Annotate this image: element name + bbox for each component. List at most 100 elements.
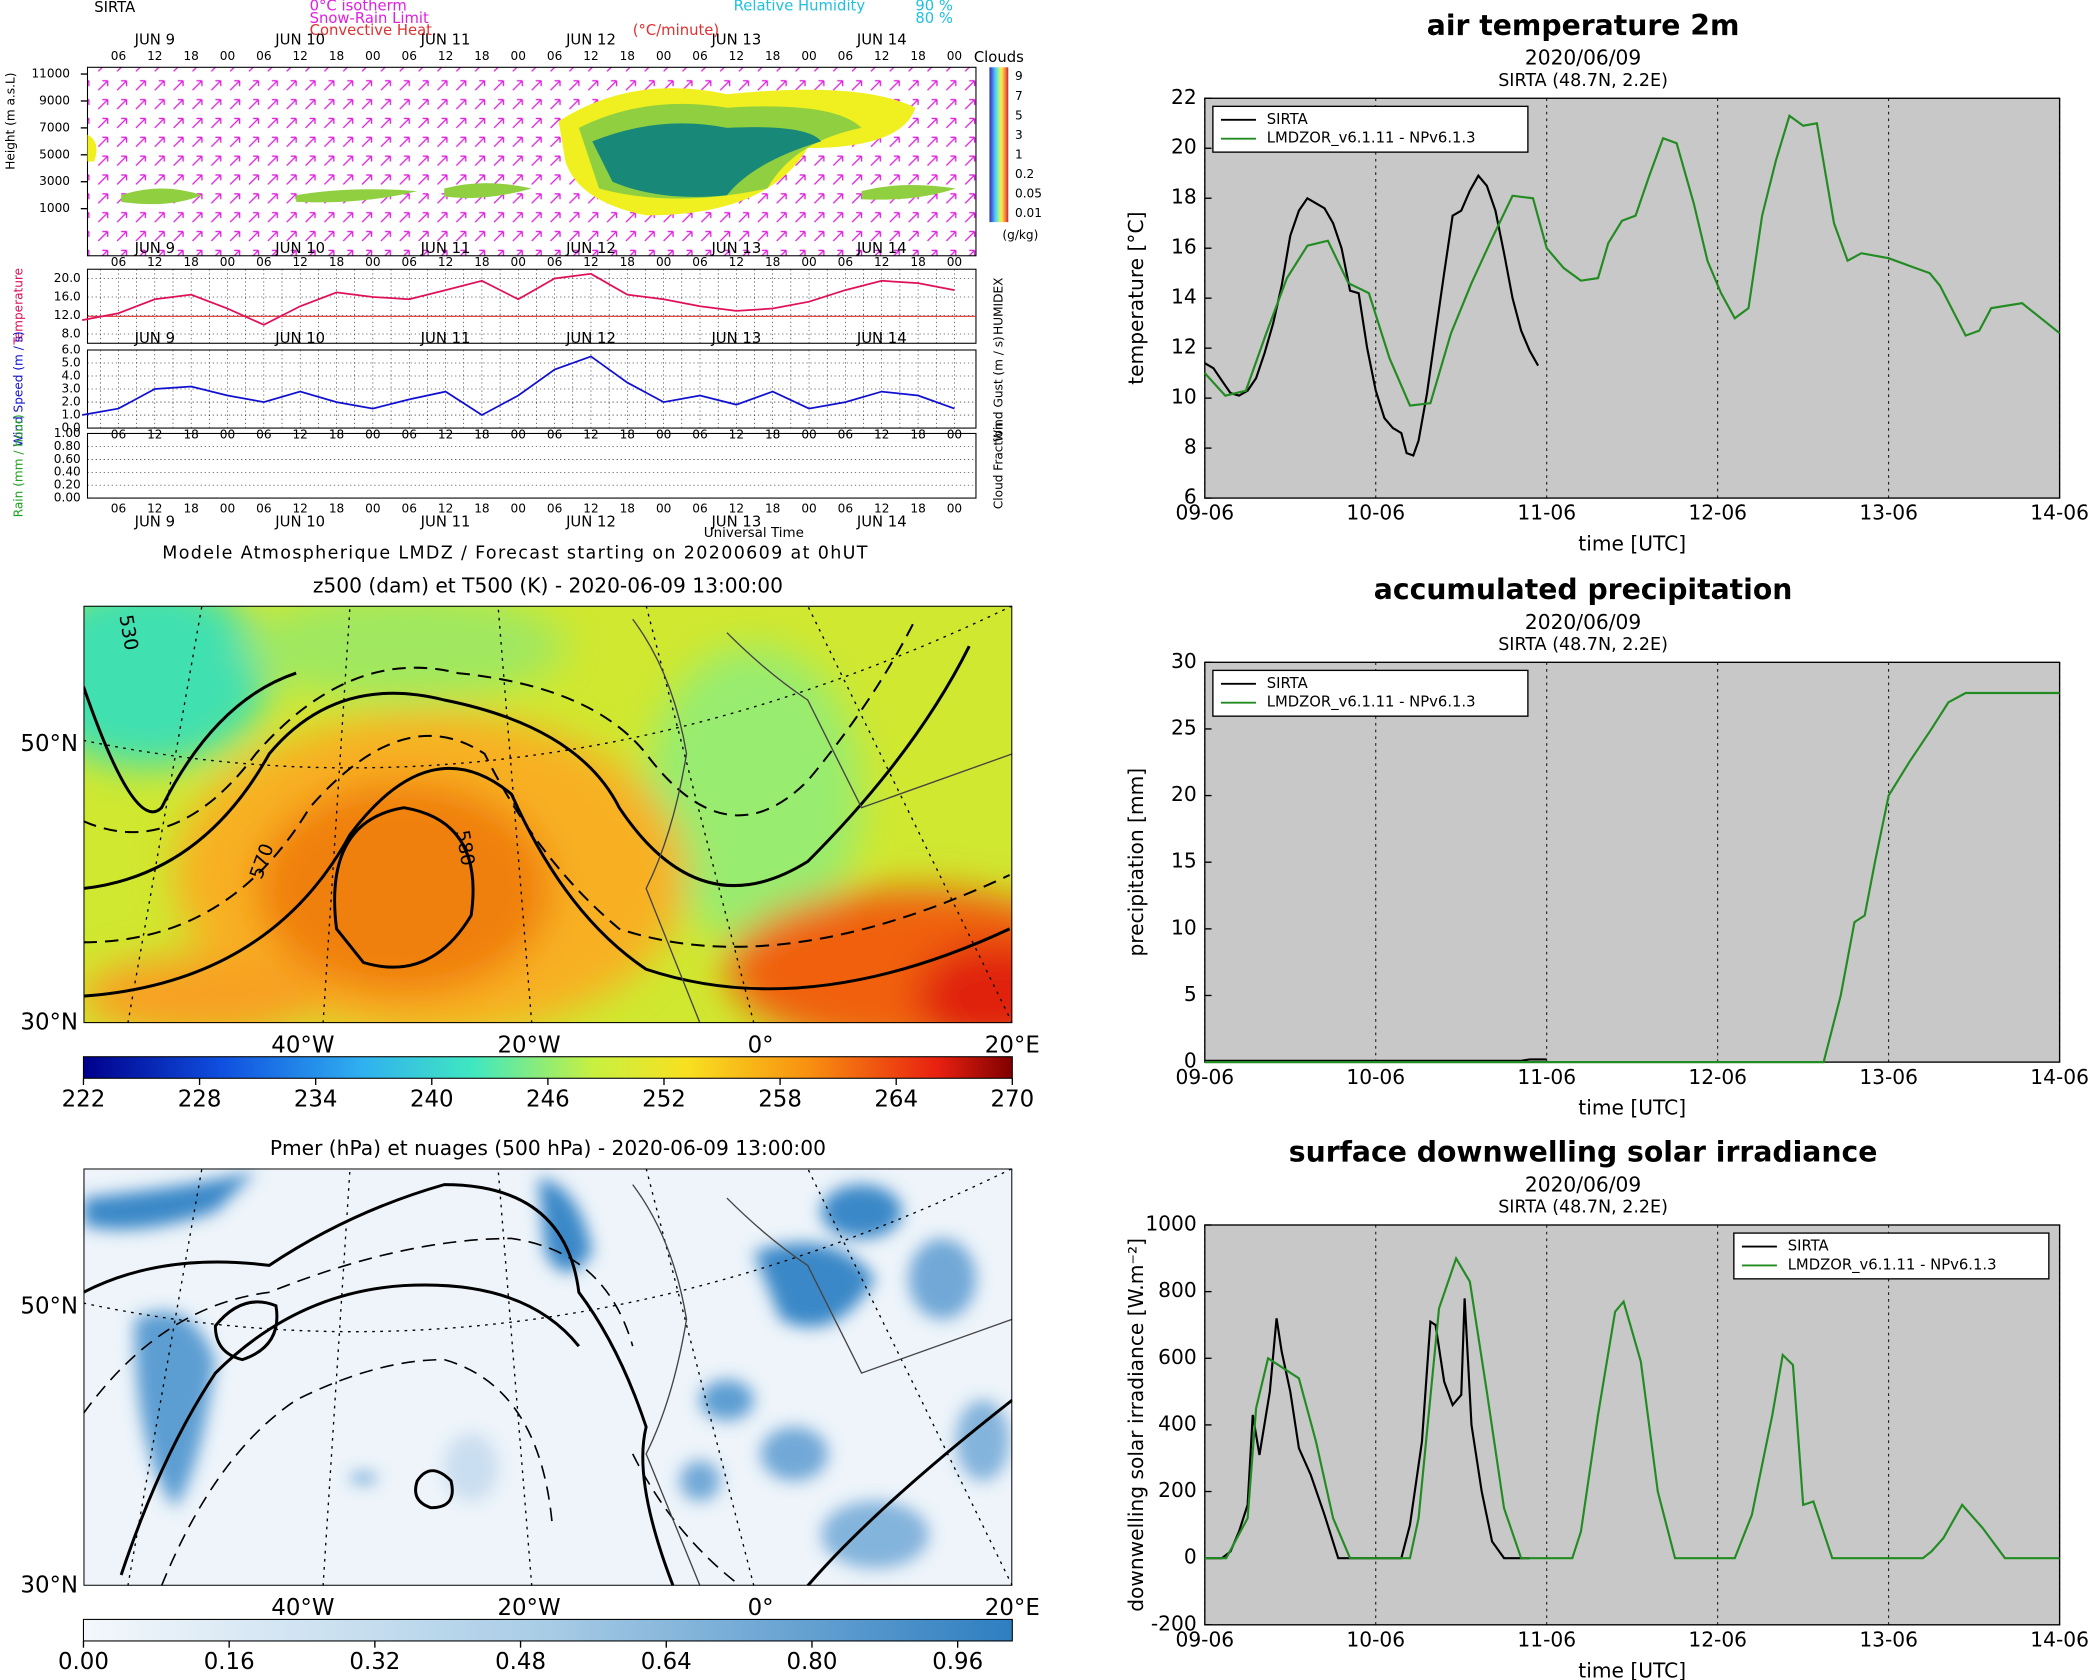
hour-label: 18	[474, 49, 489, 63]
legend-text: SIRTA	[1267, 111, 1308, 128]
colorbar-tick-label: 0.48	[495, 1649, 546, 1675]
colorbar-tick-label: 0.16	[204, 1649, 255, 1675]
hour-label: 12	[292, 501, 307, 515]
hour-label: 18	[765, 49, 780, 63]
map-title: Pmer (hPa) et nuages (500 hPa) - 2020-06…	[270, 1136, 826, 1160]
hour-label: 06	[402, 255, 417, 269]
hour-label: 06	[111, 501, 126, 515]
y-tick-label: 20.0	[54, 271, 81, 285]
y-axis-label: Rain (mm / hour)	[11, 414, 25, 517]
y-tick-label: 400	[1158, 1411, 1197, 1435]
day-label: JUN 12	[565, 513, 616, 530]
hour-label: 18	[620, 501, 635, 515]
hour-label: 18	[183, 427, 198, 441]
legend-text: SIRTA	[1788, 1238, 1829, 1255]
y-tick-label: 15	[1171, 849, 1197, 873]
y-tick-label: 2.0	[62, 395, 81, 409]
hour-label: 06	[838, 255, 853, 269]
hour-label: 12	[729, 49, 744, 63]
rain-panel	[86, 432, 977, 499]
y-tick-label: 0.60	[54, 452, 81, 466]
hour-label: 18	[765, 427, 780, 441]
y-tick-label: 30	[1171, 649, 1197, 673]
colorbar-tick-label: 258	[758, 1086, 802, 1112]
hour-label: 12	[874, 255, 889, 269]
map-cloud-field	[83, 1168, 1013, 1586]
y-axis-label: Temperature	[11, 268, 25, 346]
hour-label: 12	[874, 427, 889, 441]
y-tick-label: 6.0	[62, 343, 81, 357]
series-line	[1204, 173, 1540, 457]
series-line	[1204, 114, 2061, 407]
day-label: JUN 10	[274, 31, 325, 48]
hour-label: 00	[220, 427, 235, 441]
hour-label: 06	[256, 49, 271, 63]
hour-label: 00	[947, 427, 962, 441]
colorbar-tick-label: 246	[526, 1086, 570, 1112]
x-tick-label: 13-06	[1859, 1065, 1918, 1089]
x-tick-label: 12-06	[1688, 1065, 1747, 1089]
y-tick-label: 9000	[39, 93, 70, 107]
x-tick-label: 11-06	[1517, 501, 1576, 525]
lon-label: 40°W	[271, 1595, 334, 1621]
hour-label: 12	[729, 427, 744, 441]
x-tick-label: 14-06	[2030, 1627, 2089, 1651]
y-tick-label: 16	[1171, 235, 1197, 259]
hour-label: 12	[583, 427, 598, 441]
hour-label: 06	[111, 49, 126, 63]
y-tick-label: 22	[1171, 85, 1197, 109]
hour-label: 12	[147, 49, 162, 63]
legend-box	[1212, 105, 1529, 153]
hour-label: 00	[801, 427, 816, 441]
y-tick-label: 0.20	[54, 478, 81, 492]
hour-label: 00	[947, 501, 962, 515]
hour-label: 00	[801, 255, 816, 269]
x-tick-label: 14-06	[2030, 1065, 2089, 1089]
y-tick-label: 20	[1171, 782, 1197, 806]
hour-label: 00	[656, 49, 671, 63]
cloud-level: 3	[1015, 128, 1023, 142]
y-tick-label: 25	[1171, 715, 1197, 739]
hour-label: 06	[838, 49, 853, 63]
y-tick-label: 1.00	[54, 426, 81, 440]
hour-label: 12	[292, 255, 307, 269]
colorbar-tick-label: 234	[294, 1086, 338, 1112]
hour-label: 06	[692, 49, 707, 63]
colorbar-tick-label: 252	[642, 1086, 686, 1112]
day-label: JUN 9	[134, 330, 175, 347]
hour-label: 00	[801, 49, 816, 63]
hour-label: 00	[947, 49, 962, 63]
chart-title: air temperature 2m	[1427, 9, 1740, 42]
hour-label: 06	[402, 501, 417, 515]
x-tick-label: 09-06	[1175, 1627, 1234, 1651]
hour-label: 12	[438, 427, 453, 441]
hour-label: 00	[801, 501, 816, 515]
y-tick-label: 18	[1171, 185, 1197, 209]
cloud-level: 5	[1015, 108, 1023, 122]
hour-label: 12	[874, 49, 889, 63]
plot-area	[1204, 1224, 2061, 1626]
hour-label: 18	[910, 501, 925, 515]
hour-label: 06	[692, 255, 707, 269]
cloud-level: 7	[1015, 89, 1023, 103]
colorbar-tick-label: 0.64	[641, 1649, 692, 1675]
hour-label: 06	[547, 255, 562, 269]
plot-area	[1204, 661, 2061, 1063]
hour-label: 00	[656, 501, 671, 515]
hour-label: 06	[111, 255, 126, 269]
map-temperature-field	[83, 605, 1013, 1024]
plot-area	[1204, 97, 2061, 499]
y-tick-label: 0.40	[54, 465, 81, 479]
legend-box	[1212, 669, 1529, 717]
x-tick-label: 12-06	[1688, 501, 1747, 525]
legend-text: Convective Heat.	[310, 22, 437, 39]
chart-subtitle: 2020/06/09	[1525, 610, 1641, 634]
series-line	[1204, 1058, 1547, 1062]
day-label: JUN 13	[710, 513, 761, 530]
hour-label: 12	[583, 501, 598, 515]
hour-label: 00	[511, 255, 526, 269]
temperature-panel	[86, 268, 977, 344]
legend-text: 80 %	[915, 10, 953, 27]
hour-label: 06	[838, 501, 853, 515]
colorbar-tick-label: 0.32	[349, 1649, 400, 1675]
